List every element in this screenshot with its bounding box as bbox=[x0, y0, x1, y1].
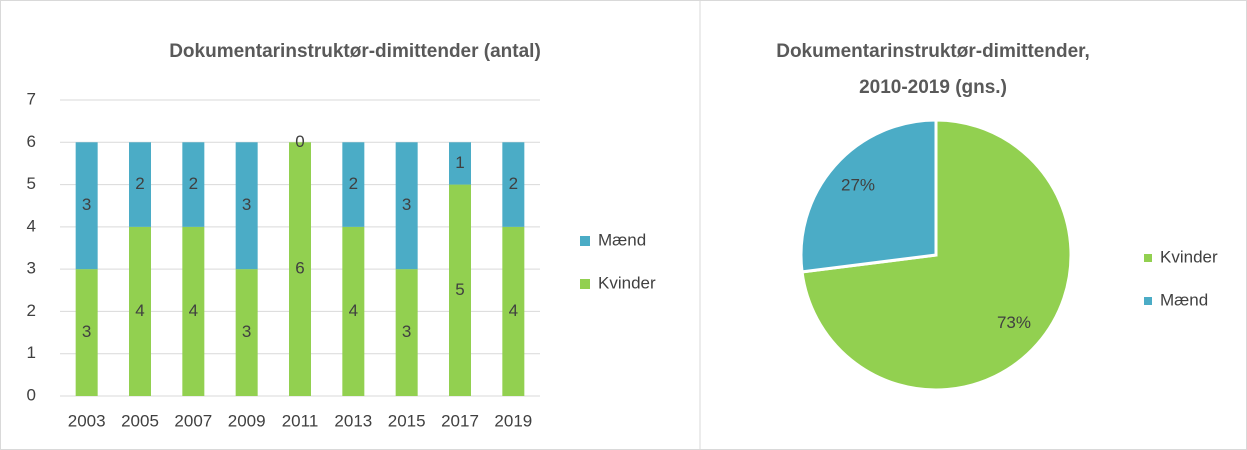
bar-segment bbox=[342, 142, 365, 227]
data-label: 3 bbox=[402, 322, 411, 341]
bar-segment bbox=[395, 269, 418, 396]
x-tick-label: 2011 bbox=[282, 411, 319, 430]
x-tick-label: 2005 bbox=[121, 411, 159, 430]
bar-segment bbox=[502, 226, 525, 396]
chart-title: Dokumentarinstruktør-dimittender, bbox=[776, 41, 1090, 62]
bar-segment bbox=[182, 226, 205, 396]
bar-segment bbox=[289, 142, 311, 396]
y-tick-label: 1 bbox=[27, 343, 36, 362]
bar-segment bbox=[395, 142, 418, 270]
bar-segment bbox=[449, 184, 471, 396]
y-tick-label: 5 bbox=[27, 174, 36, 193]
data-label: 73% bbox=[997, 313, 1031, 332]
legend-swatch bbox=[580, 236, 590, 246]
chart-title: 2010-2019 (gns.) bbox=[859, 77, 1007, 98]
bar-segment bbox=[129, 226, 151, 396]
x-tick-label: 2009 bbox=[228, 411, 266, 430]
data-label: 2 bbox=[189, 174, 198, 193]
x-tick-label: 2015 bbox=[388, 411, 426, 430]
data-label: 4 bbox=[349, 301, 358, 320]
data-label: 3 bbox=[82, 195, 91, 214]
data-label: 4 bbox=[135, 301, 144, 320]
x-tick-label: 2019 bbox=[494, 411, 532, 430]
x-tick-label: 2003 bbox=[68, 411, 106, 430]
bar-segment bbox=[342, 226, 365, 396]
bar-segment bbox=[75, 269, 98, 396]
legend-label: Kvinder bbox=[598, 273, 656, 292]
legend-swatch bbox=[1144, 297, 1152, 305]
bar-segment bbox=[449, 142, 471, 185]
data-label: 2 bbox=[509, 174, 518, 193]
bar-segment bbox=[235, 142, 258, 270]
data-label: 2 bbox=[135, 174, 144, 193]
bar-segment bbox=[502, 142, 525, 227]
bar-segment bbox=[182, 142, 205, 227]
data-label: 0 bbox=[295, 132, 304, 151]
y-tick-label: 2 bbox=[27, 301, 36, 320]
y-tick-label: 3 bbox=[27, 259, 36, 278]
data-label: 1 bbox=[455, 153, 464, 172]
y-tick-label: 0 bbox=[27, 385, 36, 404]
chart-title: Dokumentarinstruktør-dimittender (antal) bbox=[169, 41, 541, 62]
data-label: 5 bbox=[455, 280, 464, 299]
legend-label: Mænd bbox=[598, 230, 646, 249]
data-label: 27% bbox=[841, 176, 875, 195]
data-label: 6 bbox=[295, 259, 304, 278]
x-tick-label: 2007 bbox=[174, 411, 212, 430]
pie-slice bbox=[799, 118, 938, 274]
x-tick-label: 2017 bbox=[441, 411, 479, 430]
bar-segment bbox=[235, 269, 258, 396]
data-label: 2 bbox=[349, 174, 358, 193]
legend-label: Mænd bbox=[1160, 290, 1208, 309]
x-tick-label: 2013 bbox=[334, 411, 372, 430]
data-label: 3 bbox=[242, 322, 251, 341]
y-tick-label: 7 bbox=[27, 89, 36, 108]
bar-segment bbox=[129, 142, 151, 227]
legend-label: Kvinder bbox=[1160, 247, 1218, 266]
legend-swatch bbox=[1144, 254, 1152, 262]
y-tick-label: 6 bbox=[27, 132, 36, 151]
data-label: 4 bbox=[189, 301, 198, 320]
data-label: 3 bbox=[82, 322, 91, 341]
y-tick-label: 4 bbox=[27, 216, 36, 235]
data-label: 4 bbox=[509, 301, 518, 320]
data-label: 3 bbox=[242, 195, 251, 214]
legend-swatch bbox=[580, 279, 590, 289]
bar-segment bbox=[75, 142, 98, 270]
data-label: 3 bbox=[402, 195, 411, 214]
